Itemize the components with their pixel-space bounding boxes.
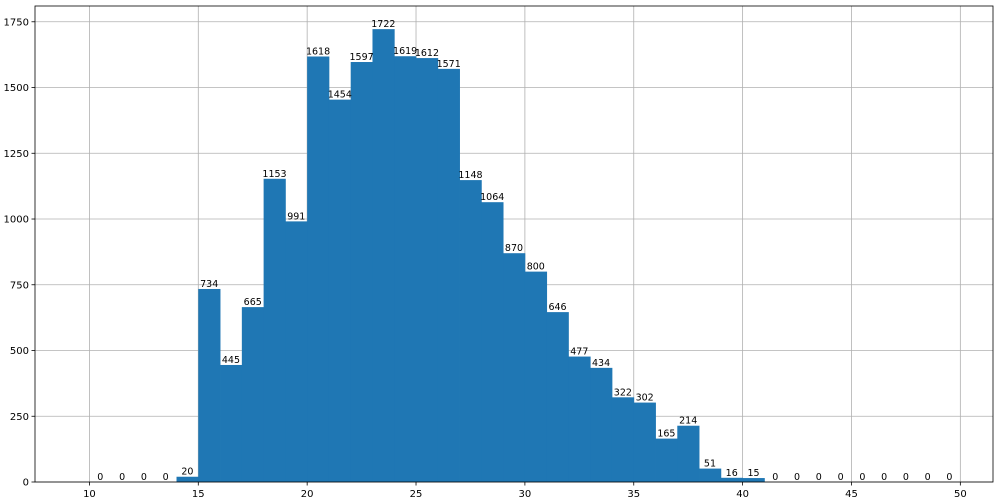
bar xyxy=(437,68,460,483)
data-labels: 0 0 0 0 20 734 445 665 1153 991 1618 1454 1597 1722 16… xyxy=(97,19,952,483)
bar-value-label: 0 xyxy=(925,472,931,483)
x-tick-label: 20 xyxy=(301,489,314,500)
x-tick-label: 50 xyxy=(954,489,967,500)
plot-frame xyxy=(34,5,994,483)
x-tick-label: 45 xyxy=(845,489,858,500)
bar-value-label: 20 xyxy=(181,467,193,478)
bar xyxy=(350,62,373,482)
bar xyxy=(503,253,526,482)
x-tick-label: 25 xyxy=(410,489,423,500)
bar-value-label: 1454 xyxy=(328,90,352,101)
bar-value-label: 214 xyxy=(679,416,697,427)
bars xyxy=(176,29,765,483)
x-tick-label: 35 xyxy=(627,489,640,500)
bar-value-label: 51 xyxy=(704,459,716,470)
bar xyxy=(524,271,548,482)
bar xyxy=(699,468,722,482)
bar-value-label: 0 xyxy=(772,472,778,483)
x-tick-label: 30 xyxy=(519,489,532,500)
bar xyxy=(611,397,635,482)
bar-value-label: 1064 xyxy=(480,192,504,203)
bar xyxy=(220,364,243,482)
y-tick-label: 1250 xyxy=(4,149,29,160)
bar-value-label: 646 xyxy=(548,302,566,313)
bar-value-label: 477 xyxy=(570,347,588,358)
bar-value-label: 0 xyxy=(838,472,844,483)
bar-value-label: 15 xyxy=(747,468,759,479)
bar xyxy=(176,476,199,482)
bar-value-label: 445 xyxy=(222,355,240,366)
bar xyxy=(742,478,765,482)
bar-value-label: 734 xyxy=(200,279,218,290)
x-tick-label: 10 xyxy=(83,489,96,500)
bar-value-label: 0 xyxy=(881,472,887,483)
bar-value-label: 1571 xyxy=(437,59,461,70)
bar-value-label: 1618 xyxy=(306,46,330,57)
bar xyxy=(372,29,395,482)
bar-value-label: 0 xyxy=(903,472,909,483)
bar-value-label: 0 xyxy=(859,472,865,483)
bar xyxy=(459,180,482,482)
bar-value-label: 434 xyxy=(592,358,610,369)
bar-value-label: 1148 xyxy=(458,170,482,181)
bar-value-label: 0 xyxy=(97,472,103,483)
bar xyxy=(394,56,417,483)
bar xyxy=(328,99,352,482)
bar-value-label: 991 xyxy=(287,211,305,222)
bar xyxy=(263,178,286,483)
bar-value-label: 0 xyxy=(794,472,800,483)
bar xyxy=(590,367,613,482)
bar-value-label: 1597 xyxy=(349,52,373,63)
bar xyxy=(677,425,700,482)
bar-value-label: 16 xyxy=(726,468,738,479)
bar-value-label: 0 xyxy=(946,472,952,483)
y-tick-label: 750 xyxy=(10,280,29,291)
bar xyxy=(307,56,330,482)
bar xyxy=(720,477,744,482)
bar-value-label: 165 xyxy=(657,429,675,440)
bar xyxy=(655,438,678,482)
bar-value-label: 800 xyxy=(527,262,545,273)
bar xyxy=(241,307,265,482)
y-tick-label: 1000 xyxy=(4,215,29,226)
x-tick-label: 40 xyxy=(736,489,749,500)
bar-value-label: 0 xyxy=(119,472,125,483)
bar xyxy=(416,58,439,483)
y-tick-label: 1500 xyxy=(4,83,29,94)
bar xyxy=(633,402,656,482)
axis-ticks: 10 15 20 25 30 35 40 45 500250500750100012501500… xyxy=(4,17,967,500)
bar-value-label: 0 xyxy=(816,472,822,483)
bar-value-label: 322 xyxy=(614,387,632,398)
bar xyxy=(285,221,308,482)
bar-value-label: 1619 xyxy=(393,46,417,57)
bar xyxy=(481,202,504,482)
bar-value-label: 302 xyxy=(636,393,654,404)
bar-value-label: 0 xyxy=(163,472,169,483)
bar-value-label: 0 xyxy=(141,472,147,483)
bar-value-label: 1612 xyxy=(415,48,439,59)
y-tick-label: 250 xyxy=(10,412,29,423)
y-tick-label: 0 xyxy=(23,478,29,489)
bar-value-label: 1153 xyxy=(262,169,286,180)
y-tick-label: 500 xyxy=(10,346,29,357)
bar xyxy=(546,312,569,482)
bar xyxy=(198,288,221,482)
y-tick-label: 1750 xyxy=(4,17,29,28)
x-tick-label: 15 xyxy=(192,489,205,500)
bar-value-label: 1722 xyxy=(371,19,395,30)
bar-value-label: 665 xyxy=(244,297,262,308)
bar-value-label: 870 xyxy=(505,243,523,254)
bar xyxy=(568,356,591,482)
